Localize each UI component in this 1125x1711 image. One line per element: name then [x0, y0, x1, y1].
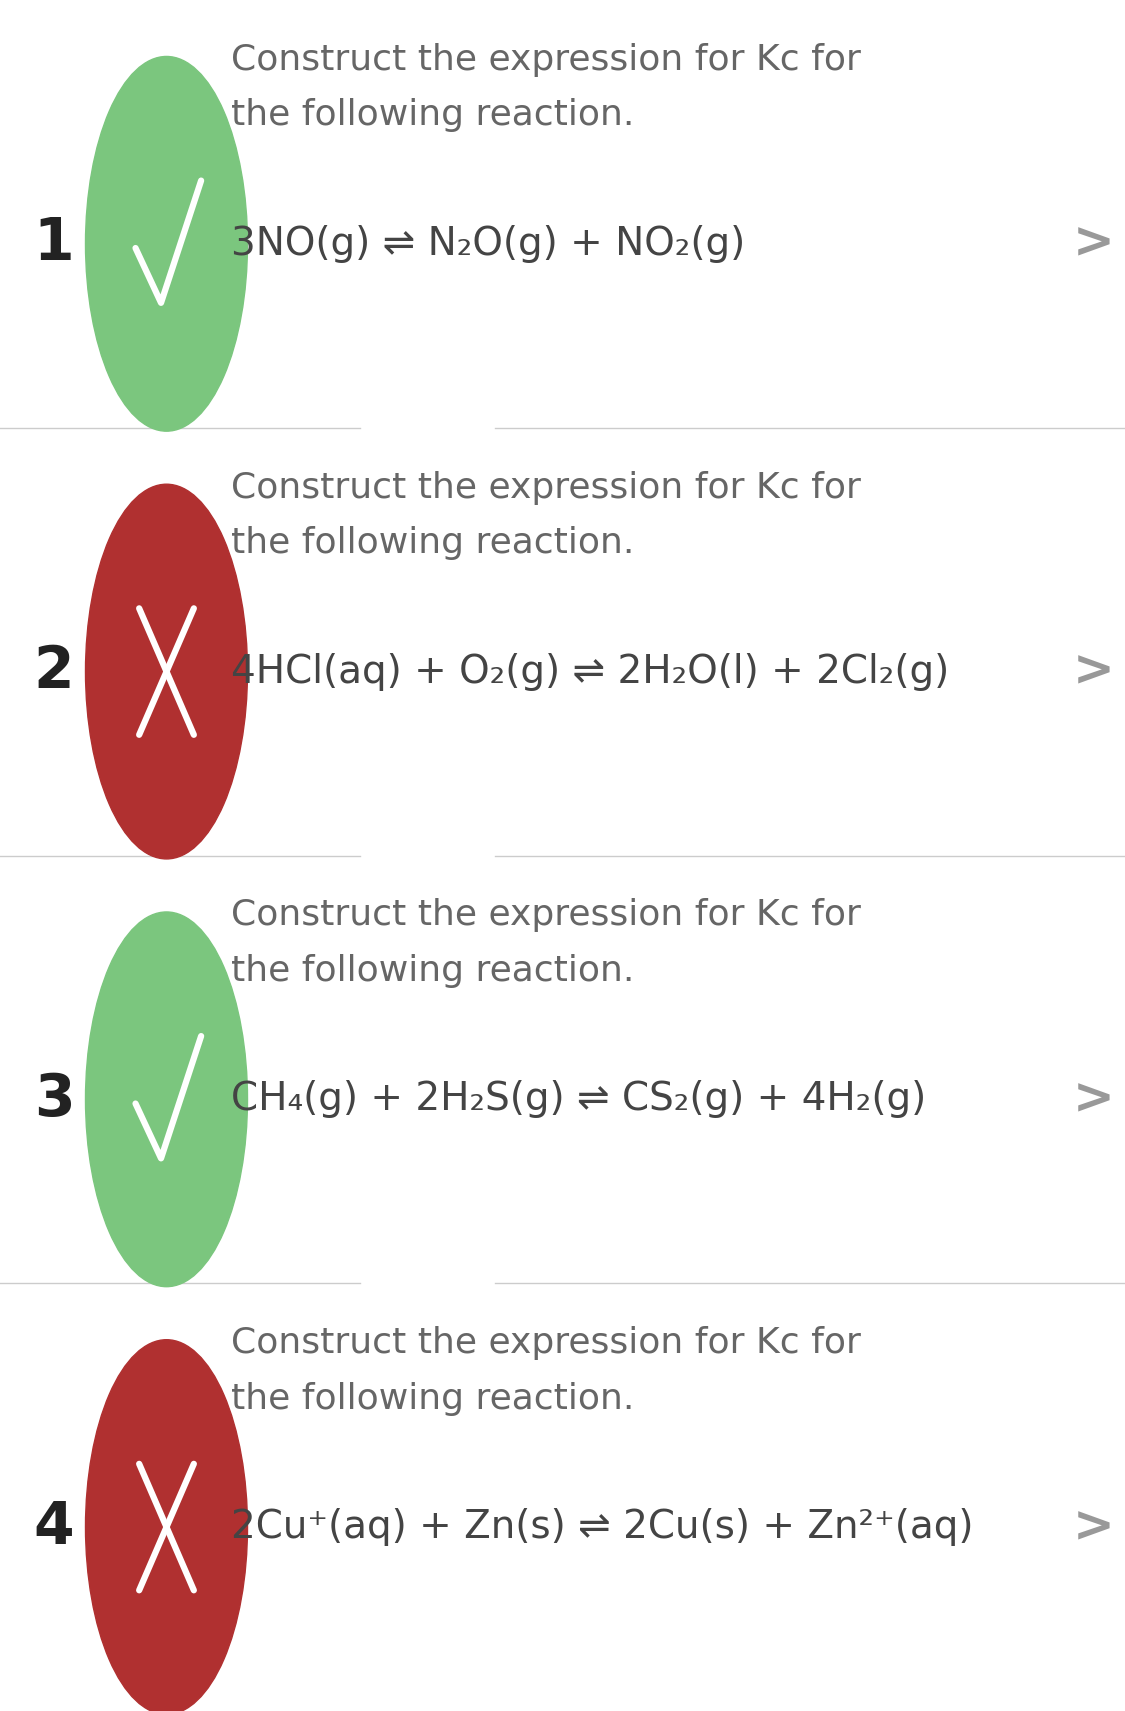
- Text: Construct the expression for Kc for: Construct the expression for Kc for: [231, 43, 861, 77]
- Text: the following reaction.: the following reaction.: [231, 99, 634, 132]
- Text: 3NO(g) ⇌ N₂O(g) + NO₂(g): 3NO(g) ⇌ N₂O(g) + NO₂(g): [231, 224, 745, 263]
- Text: CH₄(g) + 2H₂S(g) ⇌ CS₂(g) + 4H₂(g): CH₄(g) + 2H₂S(g) ⇌ CS₂(g) + 4H₂(g): [231, 1080, 926, 1119]
- Text: >: >: [1072, 1075, 1115, 1124]
- Text: >: >: [1072, 647, 1115, 696]
- Text: Construct the expression for Kc for: Construct the expression for Kc for: [231, 1326, 861, 1360]
- Text: 2: 2: [34, 643, 74, 700]
- Text: 3: 3: [34, 1071, 74, 1128]
- Text: 2Cu⁺(aq) + Zn(s) ⇌ 2Cu(s) + Zn²⁺(aq): 2Cu⁺(aq) + Zn(s) ⇌ 2Cu(s) + Zn²⁺(aq): [231, 1507, 973, 1547]
- Text: Construct the expression for Kc for: Construct the expression for Kc for: [231, 898, 861, 932]
- Text: the following reaction.: the following reaction.: [231, 1382, 634, 1415]
- Ellipse shape: [86, 912, 248, 1287]
- Text: >: >: [1072, 219, 1115, 269]
- Text: 4: 4: [34, 1499, 74, 1555]
- Ellipse shape: [86, 484, 248, 859]
- Text: 4HCl(aq) + O₂(g) ⇌ 2H₂O(l) + 2Cl₂(g): 4HCl(aq) + O₂(g) ⇌ 2H₂O(l) + 2Cl₂(g): [231, 652, 948, 691]
- Text: Construct the expression for Kc for: Construct the expression for Kc for: [231, 471, 861, 505]
- Text: 1: 1: [34, 216, 74, 272]
- Text: the following reaction.: the following reaction.: [231, 955, 634, 987]
- Ellipse shape: [86, 1340, 248, 1711]
- Text: >: >: [1072, 1502, 1115, 1552]
- Text: the following reaction.: the following reaction.: [231, 527, 634, 559]
- Ellipse shape: [86, 56, 248, 431]
